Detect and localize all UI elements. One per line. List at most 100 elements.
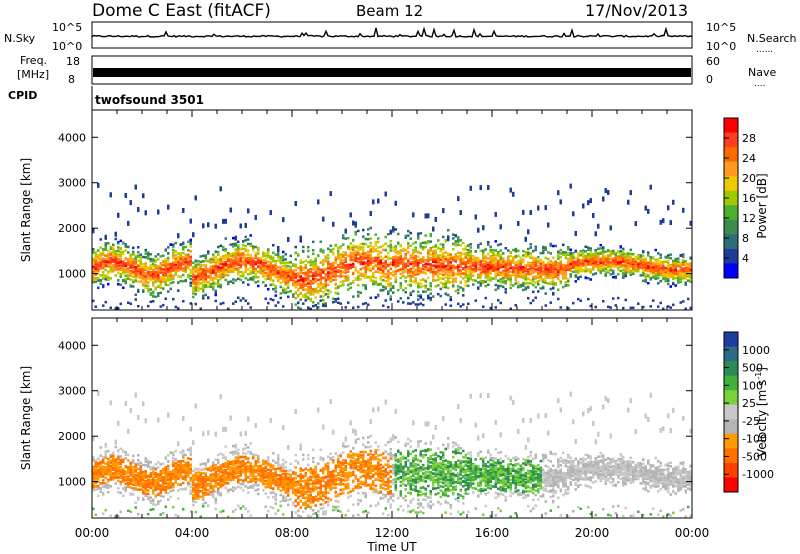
nave-label: Nave [748,66,776,79]
power-cell [182,242,185,246]
power-cell [229,280,232,283]
power-cell [137,255,140,258]
power-cell [157,209,160,215]
power-cell [624,252,627,256]
power-cell [129,258,132,261]
power-cell [379,261,382,264]
power-cell [162,268,165,271]
power-cell [444,282,447,285]
power-cell [527,286,530,289]
power-cell [144,286,147,289]
power-cell [217,245,220,249]
power-cell [372,282,375,286]
power-cell [159,267,162,271]
power-cell [329,272,332,276]
power-cell [234,248,237,251]
power-cell [324,257,327,260]
power-cell [97,263,100,266]
power-cell [174,270,177,273]
power-cell [407,244,410,247]
power-cell [177,258,180,261]
power-cell [547,282,550,285]
power-cell [189,245,192,248]
power-cell [154,280,157,284]
power-cell [419,271,422,275]
power-cell [554,275,557,278]
power-cell [114,231,117,237]
power-cell [457,273,460,276]
power-cell [527,281,530,285]
power-cell [494,306,497,309]
power-cell [99,252,102,255]
power-cell [382,270,385,273]
power-cell [147,270,150,274]
power-cell [594,257,597,261]
power-cell [564,281,567,284]
power-cell [489,270,492,273]
power-cell [337,285,340,288]
power-cell [467,270,470,273]
power-cell [522,288,525,292]
power-cell [219,271,222,274]
power-cell [559,262,562,265]
power-cell [147,274,150,277]
power-cell [544,274,547,278]
power-cell [99,267,102,270]
power-cell [542,286,545,290]
power-cell [142,283,145,286]
power-cell [187,273,190,277]
power-cell [577,276,580,279]
power-cell [617,251,620,254]
power-cell [329,265,332,268]
power-cell [242,240,245,243]
power-cell [217,260,220,264]
power-cell [362,262,365,266]
power-cell [374,249,377,253]
power-cell [549,287,552,291]
power-cell [199,282,202,285]
power-cell [299,292,302,295]
power-cell [174,241,177,245]
power-cell [117,241,120,244]
power-cell [582,268,585,272]
power-cell [529,269,532,273]
power-cell [212,280,215,283]
power-cell [352,220,355,226]
power-cell [459,260,462,263]
power-cell [179,254,182,257]
power-cell [454,278,457,282]
power-cell [287,286,290,289]
power-cell [237,260,240,263]
power-cell [429,257,432,260]
power-cell [549,252,552,255]
power-cell [584,259,587,263]
power-cell [452,259,455,262]
power-cell [287,272,290,275]
power-cell [572,270,575,273]
power-cell [327,283,330,286]
power-cell [169,278,172,281]
power-cell [564,251,567,254]
power-cell [269,278,272,282]
power-cell [432,252,435,255]
power-cell [449,253,452,256]
power-cell [244,249,247,252]
power-cell [502,277,505,280]
power-cell [409,244,412,247]
power-cell [167,270,170,274]
power-cell [444,303,447,306]
power-cell [224,267,227,270]
power-cell [464,256,467,259]
power-cell [549,264,552,267]
power-cell [337,264,340,267]
power-cell [522,284,525,287]
power-cell [212,287,215,290]
power-cell [609,273,612,276]
power-cell [462,277,465,280]
power-cell [317,273,320,277]
power-cell [447,271,450,274]
nsearch-dots: ...... [756,45,773,55]
power-cell [597,263,600,266]
power-cell [92,299,95,303]
power-cell [544,270,547,274]
